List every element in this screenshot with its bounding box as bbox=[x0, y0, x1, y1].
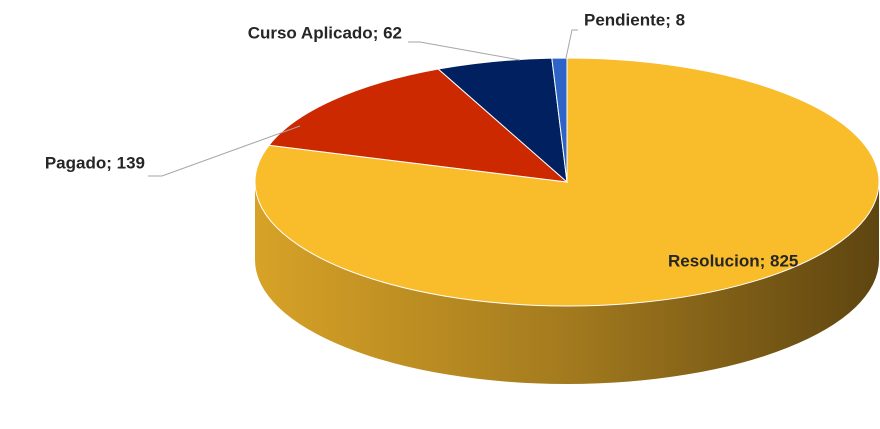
data-label: Resolucion; 825 bbox=[668, 251, 798, 270]
data-label: Pendiente; 8 bbox=[584, 10, 685, 29]
pie bbox=[254, 57, 880, 384]
leader-line bbox=[148, 125, 301, 177]
leader-line bbox=[565, 29, 578, 59]
pie-slice bbox=[551, 57, 568, 183]
data-label: Pagado; 139 bbox=[45, 153, 145, 172]
pie-side bbox=[255, 182, 879, 384]
pie-slice bbox=[268, 68, 569, 183]
leader-line bbox=[408, 41, 521, 61]
data-label: Curso Aplicado; 62 bbox=[248, 23, 402, 42]
